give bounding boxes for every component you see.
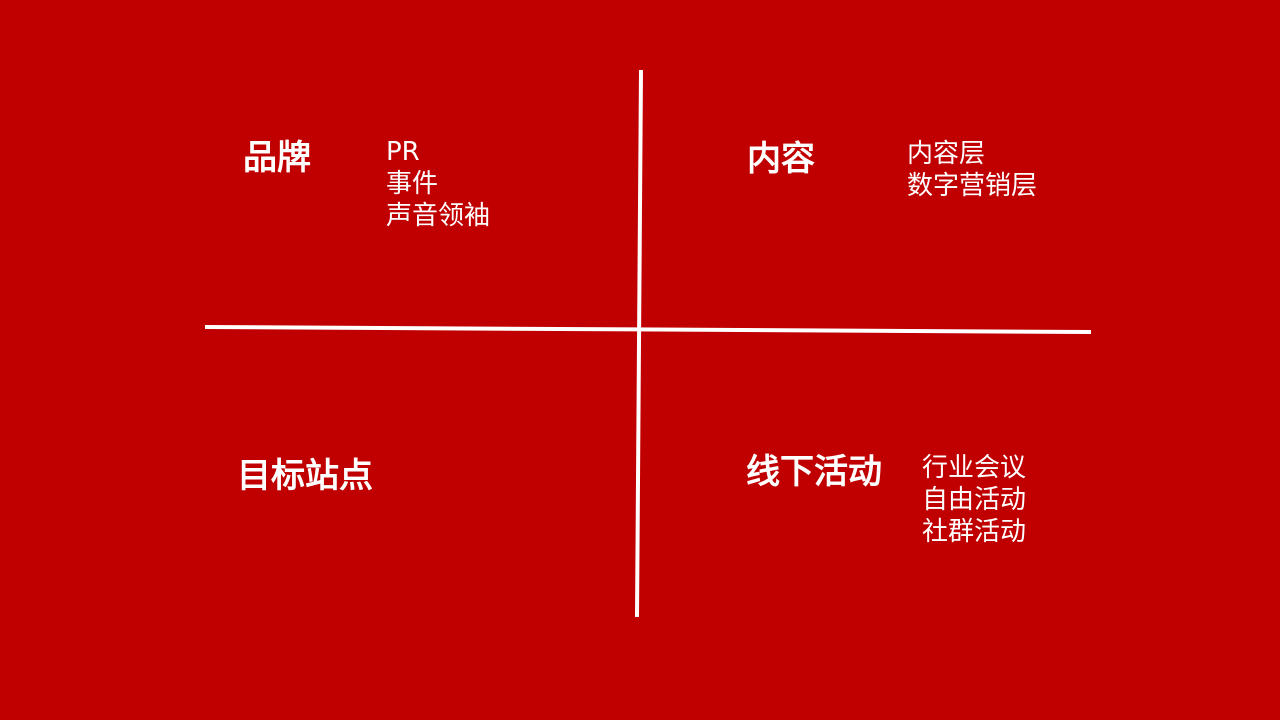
quadrant-item: 声音领袖 (386, 201, 491, 231)
quadrant-title-content: 内容 (747, 139, 815, 179)
quadrant-item: 行业会议 (922, 453, 1027, 483)
quadrant-title-offline-events: 线下活动 (746, 452, 882, 492)
quadrant-item: 内容层 (907, 139, 986, 169)
quadrant-title-target-sites: 目标站点 (237, 456, 373, 496)
quadrant-item: 自由活动 (922, 485, 1027, 515)
quadrant-item: 事件 (386, 169, 439, 199)
quadrant-items-brand: PR 事件 声音领袖 (386, 136, 490, 232)
quadrant-item: 社群活动 (922, 517, 1027, 547)
quadrant-item: PR (386, 137, 420, 167)
vertical-axis-line (635, 69, 643, 618)
quadrant-items-offline-events: 行业会议 自由活动 社群活动 (922, 452, 1026, 548)
quadrant-item: 数字营销层 (907, 171, 1038, 201)
quadrant-items-content: 内容层 数字营销层 (907, 138, 1037, 202)
quadrant-title-brand: 品牌 (243, 138, 311, 178)
horizontal-axis-line (204, 325, 1092, 334)
